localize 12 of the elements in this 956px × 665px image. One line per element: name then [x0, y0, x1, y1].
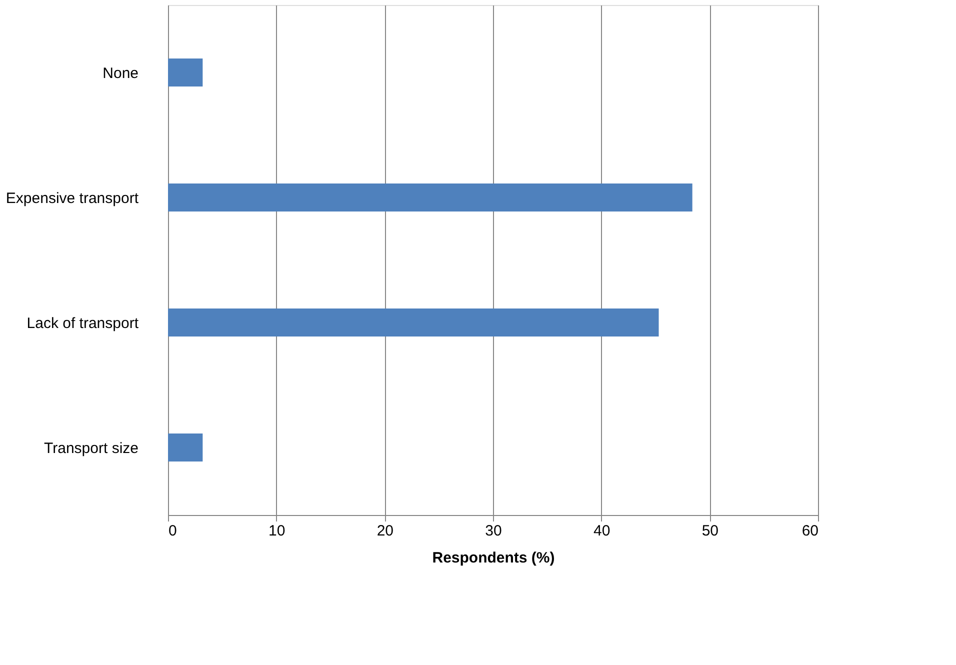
x-tick-label: 60: [802, 522, 818, 540]
y-tick-label: None: [102, 65, 138, 82]
x-tick-label: 10: [268, 522, 286, 540]
y-tick-label: Transport size: [44, 440, 138, 457]
x-tick-label: 50: [702, 522, 719, 540]
x-tick-label: 20: [376, 522, 394, 540]
x-tick-label: 40: [593, 522, 610, 540]
x-axis-title: Respondents (%): [432, 550, 555, 566]
x-tick-label: 0: [168, 522, 177, 540]
y-tick-label: Expensive transport: [6, 190, 140, 207]
x-tick-label: 30: [485, 522, 502, 540]
y-tick-label: Lack of transport: [26, 315, 140, 332]
